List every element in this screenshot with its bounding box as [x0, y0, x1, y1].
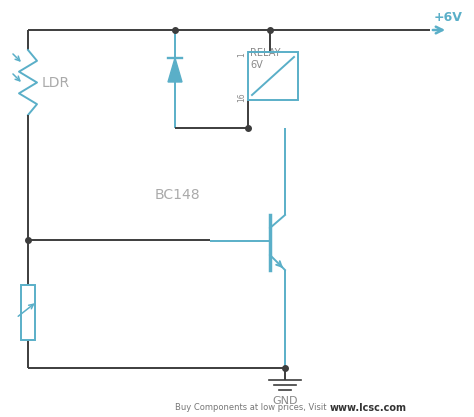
Polygon shape — [168, 58, 182, 82]
Text: www.lcsc.com: www.lcsc.com — [330, 403, 407, 413]
Text: BC148: BC148 — [155, 188, 201, 202]
Text: RELAY: RELAY — [250, 48, 281, 58]
Bar — [21, 285, 35, 340]
Text: GND: GND — [272, 396, 298, 406]
Text: 1: 1 — [237, 53, 246, 58]
Text: 16: 16 — [237, 92, 246, 102]
Text: 6V: 6V — [250, 60, 263, 70]
Bar — [248, 52, 298, 100]
Text: Buy Components at low prices, Visit: Buy Components at low prices, Visit — [175, 404, 329, 412]
Text: +6V: +6V — [434, 10, 463, 23]
Text: LDR: LDR — [42, 76, 70, 90]
